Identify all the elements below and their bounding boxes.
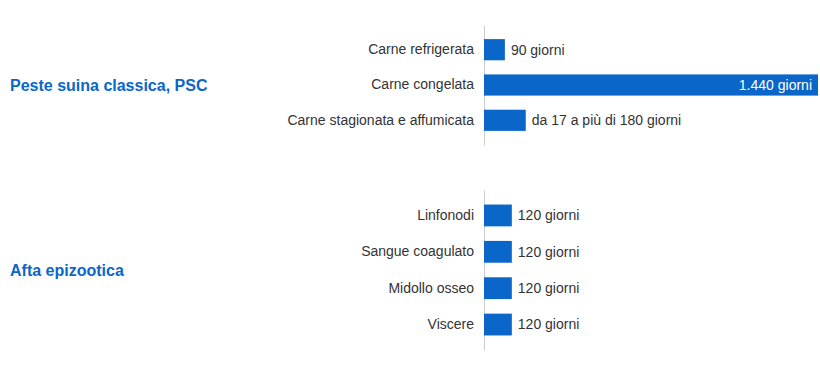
tick: Carne congelata xyxy=(371,76,474,92)
category-label: Midollo osseo xyxy=(388,280,474,296)
data-labels: 90 giorni 1.440 giorni da 17 a più di 180 … xyxy=(511,42,812,129)
bar xyxy=(484,110,526,131)
category-label: Sangue coagulato xyxy=(361,243,474,259)
data-label: da 17 a più di 180 giorni xyxy=(532,112,681,128)
data-label: 120 giorni xyxy=(518,280,580,296)
category-label: Carne stagionata e affumicata xyxy=(287,112,474,128)
tick: Carne refrigerata xyxy=(368,41,474,57)
data-labels: 120 giorni 120 giorni 120 giorni 120 giorni xyxy=(518,207,580,332)
category-label: Viscere xyxy=(428,316,475,332)
bar xyxy=(484,314,512,336)
tick: Linfonodi xyxy=(417,207,474,223)
category-axis: Linfonodi Sangue coagulato Midollo osseo Vi… xyxy=(361,191,484,351)
bar xyxy=(484,39,505,60)
data-label: 120 giorni xyxy=(518,244,580,260)
data-label: 120 giorni xyxy=(518,316,580,332)
chart: Carne refrigerata Carne congelata Carne st… xyxy=(0,0,820,374)
data-label: 120 giorni xyxy=(518,207,580,223)
bars xyxy=(484,205,512,336)
bar xyxy=(484,74,818,95)
tick: Midollo osseo xyxy=(388,280,474,296)
tick: Carne stagionata e affumicata xyxy=(287,112,474,128)
category-label: Carne congelata xyxy=(371,76,474,92)
group-title: Afta epizootica xyxy=(10,262,124,279)
category-axis: Carne refrigerata Carne congelata Carne st… xyxy=(287,26,484,146)
bar xyxy=(484,277,512,299)
tick: Viscere xyxy=(428,316,475,332)
bar-group: Carne refrigerata Carne congelata Carne st… xyxy=(10,26,818,146)
category-label: Linfonodi xyxy=(417,207,474,223)
data-label: 1.440 giorni xyxy=(739,77,812,93)
group-title: Peste suina classica, PSC xyxy=(10,77,208,94)
bar-group: Linfonodi Sangue coagulato Midollo osseo Vi… xyxy=(10,191,579,351)
tick: Sangue coagulato xyxy=(361,243,474,259)
bars xyxy=(484,39,818,131)
bar xyxy=(484,241,512,263)
bar xyxy=(484,205,512,227)
category-label: Carne refrigerata xyxy=(368,41,474,57)
data-label: 90 giorni xyxy=(511,42,565,58)
